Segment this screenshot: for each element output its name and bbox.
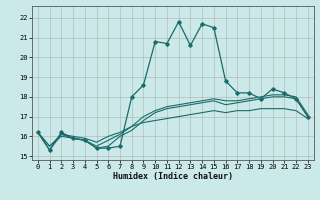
X-axis label: Humidex (Indice chaleur): Humidex (Indice chaleur) [113,172,233,181]
